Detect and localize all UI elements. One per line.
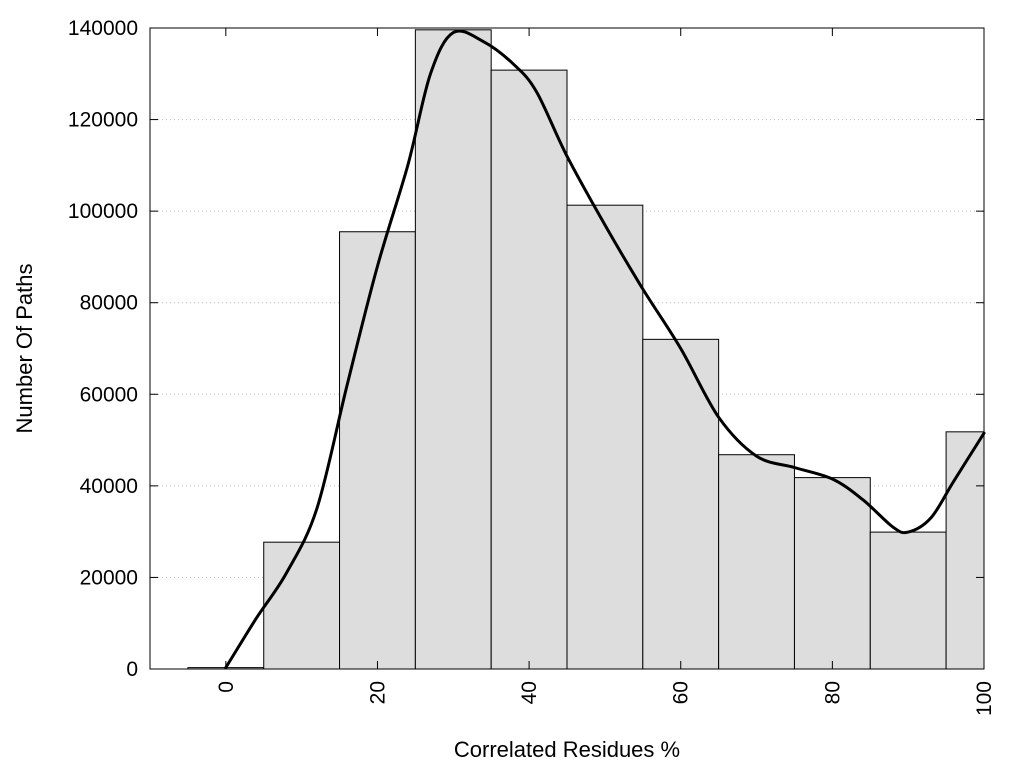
trend-curve: [224, 29, 986, 670]
x-tick-label: 60: [670, 681, 693, 704]
histogram-bar: [793, 477, 871, 670]
axis-ticks: [150, 27, 985, 670]
x-axis-title: Correlated Residues %: [454, 737, 680, 762]
histogram-bar: [414, 29, 492, 670]
y-tick-label: 40000: [80, 475, 138, 498]
trend-curve-group: [224, 29, 986, 670]
y-tick-label: 20000: [80, 566, 138, 589]
x-tick-label: 80: [821, 681, 844, 704]
y-tick-label: 140000: [68, 17, 138, 40]
y-tick-label: 100000: [68, 200, 138, 223]
histogram-bar: [566, 204, 644, 670]
x-tick-label: 100: [973, 681, 996, 716]
plot-frame: [149, 27, 985, 670]
histogram-bar: [490, 69, 568, 670]
x-tick-label: 20: [366, 681, 389, 704]
y-tick-label: 80000: [80, 292, 138, 315]
histogram-bar: [869, 531, 947, 670]
y-tick-label: 120000: [68, 109, 138, 132]
x-tick-label: 40: [518, 681, 541, 704]
histogram-bar: [642, 338, 720, 670]
histogram-bar: [945, 431, 985, 670]
histogram-bars: [187, 29, 985, 670]
y-tick-label: 60000: [80, 383, 138, 406]
histogram-bar: [339, 231, 416, 670]
tick-labels: 0 20000 40000 60000 80000 100000 120000 140000 0…: [68, 17, 996, 716]
histogram-bar: [718, 454, 795, 670]
y-axis-title: Number Of Paths: [12, 264, 37, 434]
histogram-bar: [263, 541, 341, 670]
y-tick-label: 0: [126, 658, 138, 681]
x-tick-label: 0: [215, 681, 238, 693]
